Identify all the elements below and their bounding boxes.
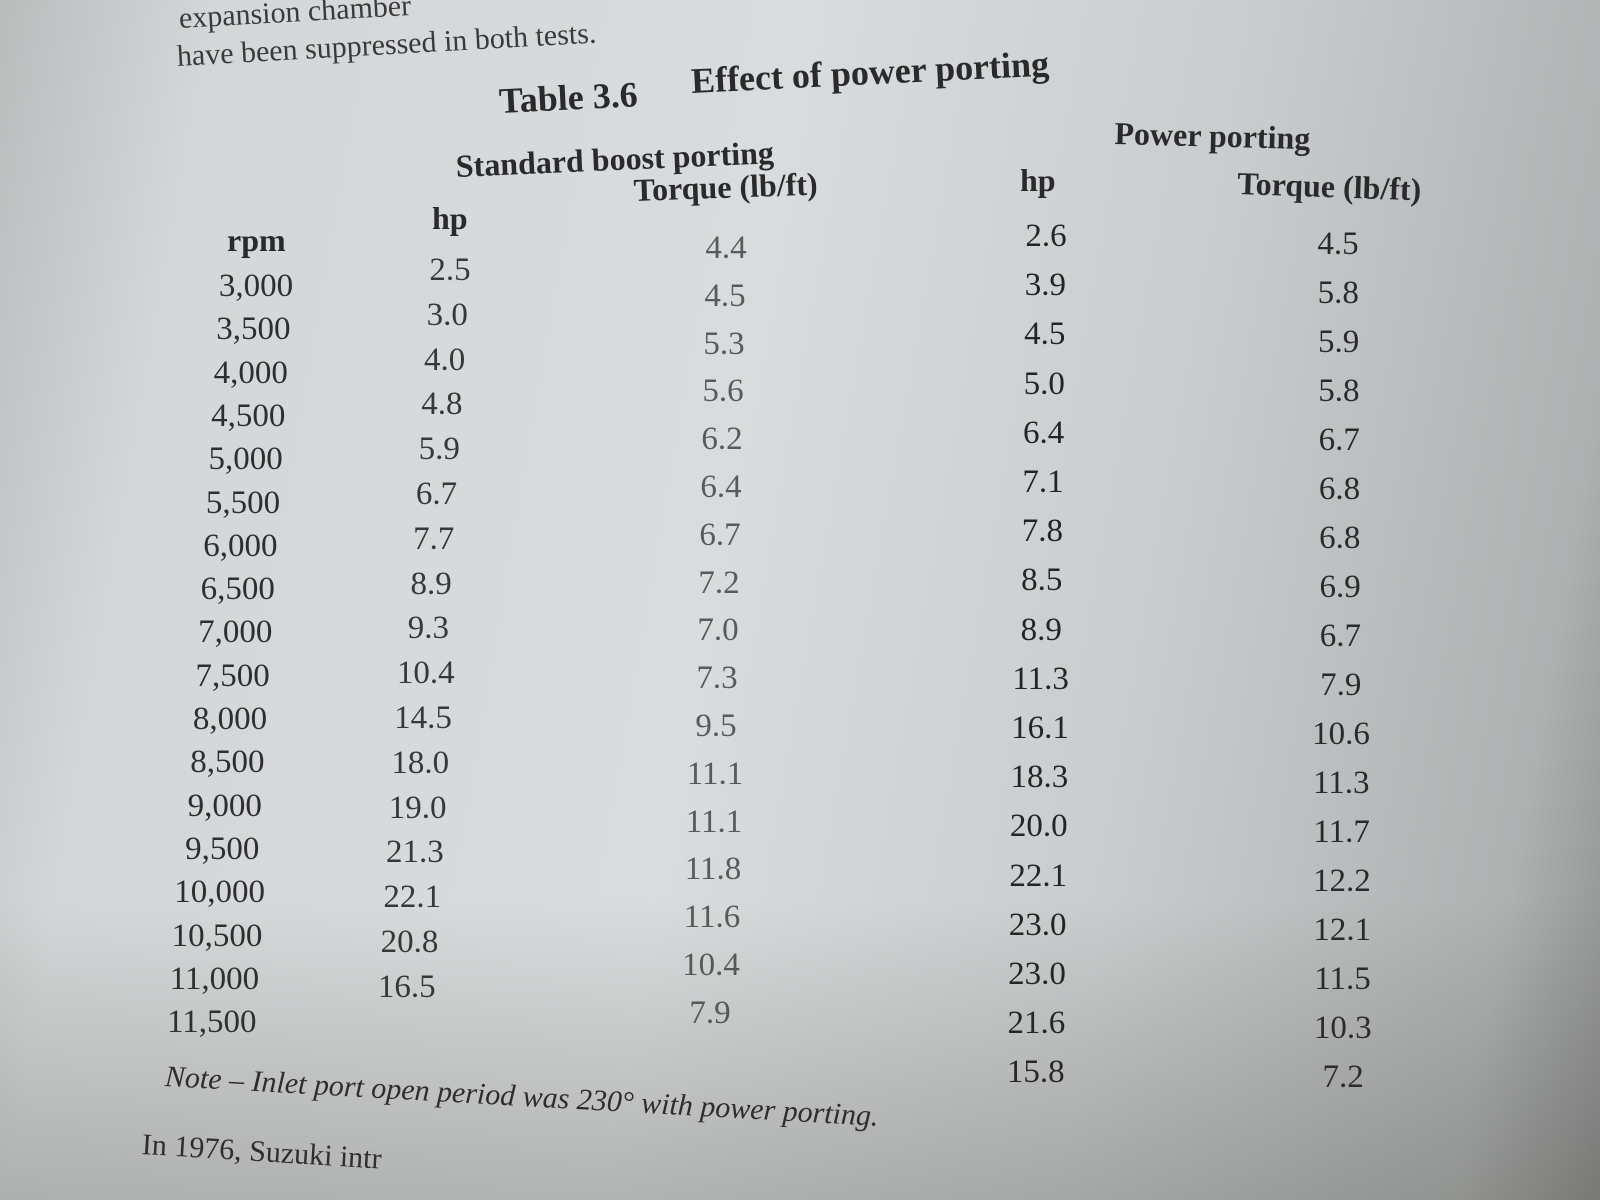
cell-rpm: 10,500 [171,917,263,954]
cell-pow-torque: 6.8 [1318,471,1361,507]
cell-pow-hp: 22.1 [1009,857,1068,894]
cell-std-torque: 7.0 [697,612,739,649]
cell-std-hp: 20.8 [380,924,439,960]
cell-std-torque: 4.4 [705,230,747,266]
cell-pow-torque: 6.7 [1318,422,1360,458]
cell-pow-torque: 7.2 [1322,1059,1364,1095]
cell-std-hp: 6.7 [415,476,458,512]
cell-rpm: 5,000 [208,441,283,478]
cell-pow-torque: 6.9 [1319,569,1361,605]
cell-pow-torque: 6.8 [1319,520,1361,556]
cell-pow-hp: 2.6 [1025,218,1067,254]
cell-std-hp: 7.7 [413,520,455,557]
cell-std-hp: 4.8 [421,386,463,423]
cell-std-torque: 11.1 [686,755,744,792]
cell-std-torque: 6.2 [701,421,743,458]
cell-pow-torque: 7.9 [1320,667,1362,703]
col-header-rpm: rpm [227,222,286,258]
cell-pow-hp: 16.1 [1011,710,1069,746]
cell-pow-hp: 23.0 [1008,906,1067,943]
col-header-pow-hp: hp [1020,162,1056,198]
cell-std-torque: 5.3 [703,325,745,362]
col-header-pow-torque: Torque (lb/ft) [1236,165,1422,208]
cell-rpm: 7,000 [198,614,273,651]
cell-std-torque: 6.4 [700,469,742,505]
cell-rpm: 6,500 [200,571,275,608]
cell-rpm: 4,500 [211,397,286,434]
cell-rpm: 8,500 [190,744,265,781]
cell-std-torque: 4.5 [704,277,746,314]
col-header-std-hp: hp [432,200,468,236]
cell-rpm: 4,000 [213,354,288,391]
cell-std-hp: 8.9 [410,565,452,602]
cell-rpm: 7,500 [195,657,270,694]
cell-rpm: 3,500 [216,311,291,348]
cell-std-torque: 7.3 [696,660,738,697]
cell-pow-hp: 11.3 [1012,660,1069,697]
cell-std-hp: 2.5 [429,252,471,288]
cell-pow-hp: 7.1 [1022,464,1064,500]
cell-pow-hp: 3.9 [1024,267,1067,304]
cell-std-torque: 9.5 [695,708,737,744]
cell-pow-torque: 12.2 [1313,863,1371,899]
cell-pow-hp: 18.3 [1010,759,1069,796]
cell-pow-torque: 4.5 [1317,226,1359,262]
cell-pow-torque: 10.3 [1313,1010,1372,1046]
cell-rpm: 8,000 [192,701,268,737]
cell-pow-torque: 11.3 [1313,765,1370,801]
cell-std-torque: 11.1 [685,803,743,840]
cell-std-hp: 18.0 [391,744,450,781]
cell-std-torque: 10.4 [682,947,740,983]
cell-std-hp: 5.9 [418,431,460,468]
cell-pow-torque: 11.7 [1313,814,1370,850]
cell-rpm: 9,000 [187,787,262,824]
cell-std-hp: 4.0 [423,341,466,378]
cell-pow-hp: 20.0 [1009,808,1068,845]
table-number: Table 3.6 [498,74,639,121]
cell-std-torque: 7.2 [698,564,740,601]
col-header-std-torque: Torque (lb/ft) [633,165,819,208]
cell-rpm: 9,500 [185,830,260,867]
cell-pow-torque: 12.1 [1313,912,1372,948]
cell-std-hp: 10.4 [396,655,455,692]
cell-std-hp: 19.0 [388,789,447,826]
cell-pow-torque: 5.8 [1317,275,1359,311]
cell-rpm: 5,500 [205,484,281,521]
cell-std-hp: 16.5 [377,968,436,1005]
cell-pow-hp: 8.5 [1021,562,1063,599]
cell-pow-torque: 11.5 [1314,961,1371,997]
cell-rpm: 11,000 [169,960,260,997]
cell-rpm: 3,000 [218,268,294,304]
cell-pow-hp: 8.9 [1020,611,1062,648]
cell-rpm: 6,000 [203,527,278,564]
cell-std-torque: 7.9 [689,994,731,1031]
cell-std-hp: 22.1 [383,879,442,916]
cell-rpm: 10,000 [174,874,265,911]
cell-std-torque: 6.7 [699,516,741,553]
cell-pow-hp: 7.8 [1021,513,1064,550]
cell-pow-torque: 5.9 [1317,324,1360,360]
cell-pow-hp: 23.0 [1008,956,1066,992]
cell-std-hp: 9.3 [407,610,450,647]
cell-pow-hp: 4.5 [1024,316,1066,353]
cell-std-hp: 3.0 [426,296,468,333]
cell-rpm: 11,500 [167,1004,257,1041]
cell-pow-hp: 6.4 [1022,414,1065,451]
cell-pow-hp: 5.0 [1023,365,1065,402]
cell-pow-hp: 15.8 [1006,1054,1065,1091]
cell-std-hp: 14.5 [394,700,452,736]
next-paragraph: In 1976, Suzuki intr [140,1128,383,1176]
cell-std-torque: 11.8 [684,851,742,888]
table-title: Effect of power porting [690,43,1050,101]
cell-std-torque: 5.6 [702,373,744,410]
cell-pow-hp: 21.6 [1007,1005,1066,1042]
group-power-header: Power porting [1114,115,1311,157]
cell-std-torque: 11.6 [683,899,741,936]
cell-pow-torque: 10.6 [1312,716,1370,752]
cell-pow-torque: 5.8 [1318,373,1360,409]
cell-pow-torque: 6.7 [1319,618,1362,654]
table-note: Note – Inlet port open period was 230° w… [164,1060,880,1133]
cell-std-hp: 21.3 [386,834,444,871]
